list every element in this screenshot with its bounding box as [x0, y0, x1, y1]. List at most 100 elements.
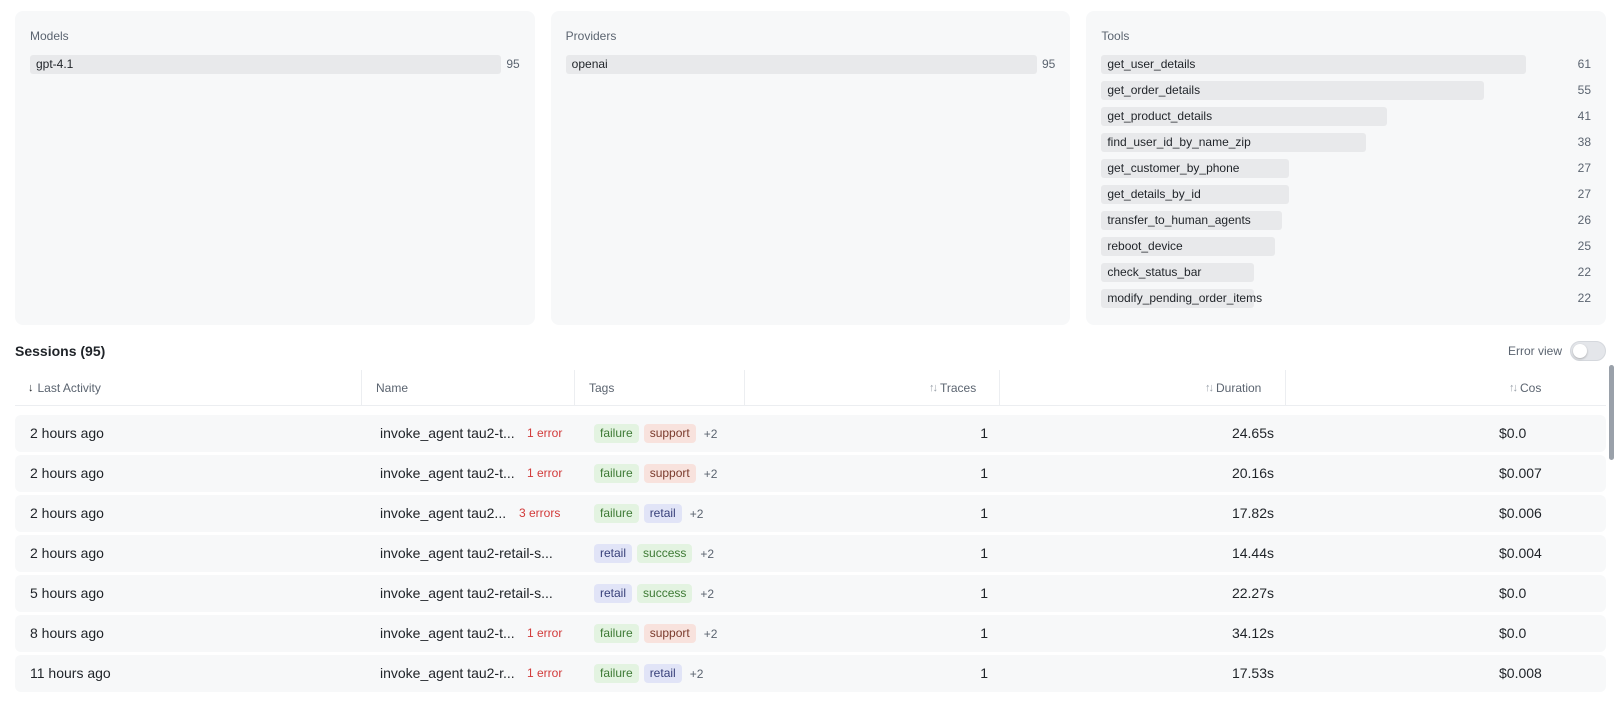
tools-bar-row[interactable]: get_order_details 55 — [1101, 81, 1591, 100]
tools-bar-label: get_details_by_id — [1107, 187, 1201, 201]
error-count-badge: 3 errors — [519, 506, 561, 520]
table-row[interactable]: 2 hours ago invoke_agent tau2... 3 errors f… — [15, 495, 1606, 532]
traces-cell: 1 — [980, 625, 988, 641]
error-view-toggle[interactable] — [1570, 341, 1606, 361]
duration-cell: 14.44s — [1231, 545, 1274, 561]
more-tags-count[interactable]: +2 — [703, 426, 718, 441]
tools-bar-count: 22 — [1577, 265, 1592, 279]
duration-cell: 17.82s — [1231, 505, 1274, 521]
tools-bar-label: get_user_details — [1107, 57, 1196, 71]
sort-both-icon: ↑↓ — [929, 382, 938, 394]
tools-bar-row[interactable]: reboot_device 25 — [1101, 237, 1591, 256]
tag-list: retail success +2 — [594, 584, 717, 603]
tools-bar-row[interactable]: transfer_to_human_agents 26 — [1101, 211, 1591, 230]
tag-list: failure support +2 — [594, 624, 720, 643]
models-bar-list: gpt-4.1 95 — [30, 55, 520, 74]
session-name-link[interactable]: invoke_agent tau2... — [380, 505, 507, 521]
tag-list: retail success +2 — [594, 544, 717, 563]
session-name-link[interactable]: invoke_agent tau2-r... — [380, 665, 515, 681]
tools-bar-label: reboot_device — [1107, 239, 1183, 253]
last-activity-cell: 11 hours ago — [30, 665, 111, 681]
column-divider[interactable] — [999, 370, 1000, 406]
tools-bar-fill — [1101, 237, 1276, 256]
table-row[interactable]: 2 hours ago invoke_agent tau2-t... 1 error… — [15, 415, 1606, 452]
vertical-scrollbar[interactable] — [1609, 365, 1614, 460]
cost-cell: $0.0 — [1499, 585, 1527, 601]
last-activity-cell: 8 hours ago — [30, 625, 104, 641]
traces-cell: 1 — [980, 425, 988, 441]
tag-support: support — [643, 464, 696, 483]
session-name-link[interactable]: invoke_agent tau2-t... — [380, 425, 515, 441]
sessions-table: ↓ Last Activity Name Tags ↑↓ Traces ↑↓ D… — [15, 370, 1606, 701]
tag-retail: retail — [594, 584, 633, 603]
tools-bar-count: 27 — [1577, 187, 1592, 201]
tools-panel: Tools get_user_details 61 get_order_detail… — [1086, 11, 1607, 325]
column-tags[interactable]: Tags — [589, 370, 614, 406]
column-traces-label: Traces — [940, 381, 977, 395]
sort-both-icon: ↑↓ — [1205, 382, 1214, 394]
column-divider[interactable] — [574, 370, 575, 406]
column-duration[interactable]: ↑↓ Duration — [1205, 370, 1261, 406]
table-row[interactable]: 11 hours ago invoke_agent tau2-r... 1 erro… — [15, 655, 1606, 692]
last-activity-cell: 2 hours ago — [30, 545, 104, 561]
cost-cell: $0.007 — [1499, 465, 1542, 481]
column-cost[interactable]: ↑↓ Cos — [1509, 370, 1541, 406]
tools-bar-fill — [1101, 289, 1255, 308]
duration-cell: 34.12s — [1231, 625, 1274, 641]
table-row[interactable]: 2 hours ago invoke_agent tau2-retail-s...… — [15, 535, 1606, 572]
column-cost-label: Cos — [1520, 381, 1542, 395]
toggle-knob — [1573, 344, 1587, 358]
session-name-link[interactable]: invoke_agent tau2-retail-s... — [380, 545, 553, 561]
tools-bar-count: 55 — [1577, 83, 1592, 97]
column-divider[interactable] — [744, 370, 745, 406]
tools-bar-row[interactable]: check_status_bar 22 — [1101, 263, 1591, 282]
cost-cell: $0.004 — [1499, 545, 1542, 561]
tools-bar-count: 26 — [1577, 213, 1592, 227]
more-tags-count[interactable]: +2 — [703, 466, 718, 481]
more-tags-count[interactable]: +2 — [700, 546, 715, 561]
tools-bar-row[interactable]: find_user_id_by_name_zip 38 — [1101, 133, 1591, 152]
tools-bar-row[interactable]: get_user_details 61 — [1101, 55, 1591, 74]
tools-bar-row[interactable]: get_product_details 41 — [1101, 107, 1591, 126]
more-tags-count[interactable]: +2 — [689, 666, 704, 681]
column-traces[interactable]: ↑↓ Traces — [929, 370, 976, 406]
tools-bar-fill — [1101, 263, 1255, 282]
tools-bar-count: 27 — [1577, 161, 1592, 175]
last-activity-cell: 2 hours ago — [30, 465, 104, 481]
session-name-link[interactable]: invoke_agent tau2-t... — [380, 465, 515, 481]
more-tags-count[interactable]: +2 — [689, 506, 704, 521]
providers-bar-row[interactable]: openai 95 — [565, 55, 1056, 74]
tag-failure: failure — [594, 624, 639, 643]
column-divider[interactable] — [1285, 370, 1286, 406]
tools-bar-list: get_user_details 61 get_order_details 55 get… — [1101, 55, 1591, 308]
last-activity-cell: 2 hours ago — [30, 425, 104, 441]
tools-bar-row[interactable]: get_details_by_id 27 — [1101, 185, 1591, 204]
tools-bar-row[interactable]: get_customer_by_phone 27 — [1101, 159, 1591, 178]
column-last-activity[interactable]: ↓ Last Activity — [28, 370, 101, 406]
duration-cell: 17.53s — [1231, 665, 1274, 681]
last-activity-cell: 5 hours ago — [30, 585, 104, 601]
session-name-link[interactable]: invoke_agent tau2-retail-s... — [380, 585, 553, 601]
providers-bar-count: 95 — [1041, 57, 1056, 71]
providers-bar-list: openai 95 — [565, 55, 1056, 74]
session-name-link[interactable]: invoke_agent tau2-t... — [380, 625, 515, 641]
column-divider[interactable] — [361, 370, 362, 406]
models-bar-row[interactable]: gpt-4.1 95 — [30, 55, 520, 74]
column-name[interactable]: Name — [376, 370, 408, 406]
tools-bar-row[interactable]: modify_pending_order_items 22 — [1101, 289, 1591, 308]
table-row[interactable]: 5 hours ago invoke_agent tau2-retail-s...… — [15, 575, 1606, 612]
tag-retail: retail — [643, 504, 682, 523]
error-count-badge: 1 error — [527, 426, 563, 440]
more-tags-count[interactable]: +2 — [703, 626, 718, 641]
error-count-badge: 1 error — [527, 626, 563, 640]
column-name-label: Name — [376, 381, 409, 395]
tag-list: failure support +2 — [594, 424, 720, 443]
tools-panel-title: Tools — [1101, 29, 1130, 43]
more-tags-count[interactable]: +2 — [700, 586, 715, 601]
duration-cell: 20.16s — [1231, 465, 1274, 481]
tools-bar-label: check_status_bar — [1107, 265, 1202, 279]
table-row[interactable]: 8 hours ago invoke_agent tau2-t... 1 error… — [15, 615, 1606, 652]
duration-cell: 24.65s — [1231, 425, 1274, 441]
table-row[interactable]: 2 hours ago invoke_agent tau2-t... 1 error… — [15, 455, 1606, 492]
tools-bar-fill — [1101, 107, 1388, 126]
